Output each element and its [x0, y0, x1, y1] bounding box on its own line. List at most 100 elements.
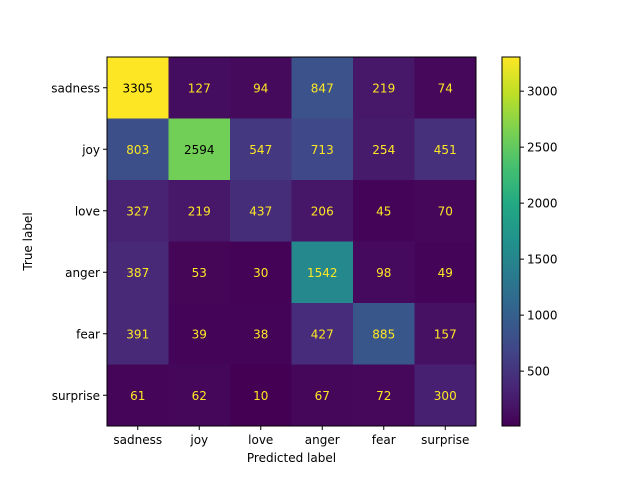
- cell-value-label: 300: [434, 389, 457, 403]
- cell-value-label: 3305: [122, 81, 153, 95]
- heatmap-cell: [353, 118, 415, 181]
- cell-value-label: 219: [188, 204, 211, 218]
- cell-value-label: 94: [253, 81, 268, 95]
- cell-value-label: 157: [434, 327, 457, 341]
- colorbar-tick-label: 1500: [527, 253, 558, 267]
- heatmap-cell: [414, 241, 477, 304]
- heatmap-cell: [107, 180, 169, 242]
- cell-value-label: 451: [434, 143, 457, 157]
- cell-value-label: 67: [315, 389, 330, 403]
- y-tick-label: anger: [65, 266, 100, 280]
- cell-value-label: 391: [126, 327, 149, 341]
- colorbar-tick-label: 3000: [527, 85, 558, 99]
- cell-value-label: 98: [376, 266, 391, 280]
- heatmap-cell: [107, 118, 169, 181]
- heatmap-cell: [107, 241, 169, 304]
- plot-frame: [106, 56, 477, 427]
- colorbar-tick-label: 1000: [527, 309, 558, 323]
- cell-value-label: 10: [253, 389, 268, 403]
- heatmap-cell: [353, 180, 415, 242]
- y-tick-label: joy: [81, 143, 100, 157]
- y-tick-label: fear: [76, 327, 100, 341]
- heatmap-cell: [353, 57, 415, 119]
- y-axis-label: True label: [21, 212, 35, 271]
- y-tick-label: surprise: [52, 389, 100, 403]
- cell-value-label: 327: [126, 204, 149, 218]
- heatmap-cell: [168, 118, 231, 181]
- x-axis-ticks: sadness joy love anger fear surprise: [113, 426, 469, 447]
- cell-value-label: 254: [372, 143, 395, 157]
- colorbar-tick-label: 500: [527, 365, 550, 379]
- heatmap-cell: [414, 364, 477, 427]
- heatmap-cell: [353, 364, 415, 427]
- heatmap-cell: [168, 241, 231, 304]
- cell-value-label: 39: [192, 327, 207, 341]
- heatmap-cell: [230, 303, 292, 365]
- cell-value-label: 713: [311, 143, 334, 157]
- cell-value-label: 30: [253, 266, 268, 280]
- cell-value-label: 885: [372, 327, 395, 341]
- heatmap-cell: [230, 364, 292, 427]
- heatmap-cell: [230, 57, 292, 119]
- heatmap-cell: [230, 118, 292, 181]
- heatmap-cell: [291, 180, 354, 242]
- cell-value-label: 62: [192, 389, 207, 403]
- heatmap-cell: [291, 241, 354, 304]
- colorbar-tick-label: 2500: [527, 141, 558, 155]
- cell-value-label: 219: [372, 81, 395, 95]
- heatmap-cell: [414, 57, 477, 119]
- heatmap-cell: [291, 57, 354, 119]
- colorbar: [502, 57, 520, 426]
- cell-value-label: 387: [126, 266, 149, 280]
- x-tick-label: surprise: [421, 433, 469, 447]
- x-tick-label: anger: [305, 433, 340, 447]
- x-tick-label: sadness: [113, 433, 162, 447]
- cell-value-label: 53: [192, 266, 207, 280]
- cell-value-label: 74: [438, 81, 453, 95]
- colorbar-tick-label: 2000: [527, 197, 558, 211]
- heatmap-cells: [107, 57, 477, 427]
- heatmap-cell: [168, 57, 231, 119]
- cell-value-label: 547: [249, 143, 272, 157]
- colorbar-ticks: 500 1000 1500 2000 2500 3000: [520, 85, 558, 379]
- cell-value-label: 49: [438, 266, 453, 280]
- heatmap-cell: [291, 118, 354, 181]
- cell-value-label: 72: [376, 389, 391, 403]
- cell-value-label: 2594: [184, 143, 215, 157]
- heatmap-cell: [107, 57, 169, 119]
- y-axis-ticks: sadness joy love anger fear surprise: [51, 81, 107, 403]
- cell-value-label: 1542: [307, 266, 338, 280]
- cell-value-label: 847: [311, 81, 334, 95]
- cell-value-label: 437: [249, 204, 272, 218]
- y-tick-label: sadness: [51, 81, 100, 95]
- cell-value-label: 38: [253, 327, 268, 341]
- heatmap-cell: [230, 180, 292, 242]
- colorbar-frame: [501, 56, 521, 427]
- x-tick-label: joy: [189, 433, 208, 447]
- cell-value-label: 70: [438, 204, 453, 218]
- heatmap-cell: [353, 241, 415, 304]
- heatmap-cell: [291, 364, 354, 427]
- heatmap-cell: [353, 303, 415, 365]
- heatmap-cell: [414, 303, 477, 365]
- y-tick-label: love: [75, 204, 100, 218]
- x-tick-label: love: [248, 433, 273, 447]
- heatmap-cell: [107, 364, 169, 427]
- cell-value-label: 427: [311, 327, 334, 341]
- cell-value-label: 61: [130, 389, 145, 403]
- x-tick-label: fear: [372, 433, 396, 447]
- cell-value-labels: 3305 127 94 847 219 74 803 2594 547 713 254 451 327 2…: [122, 81, 456, 403]
- cell-value-label: 127: [188, 81, 211, 95]
- heatmap-cell: [168, 180, 231, 242]
- cell-value-label: 803: [126, 143, 149, 157]
- cell-value-label: 45: [376, 204, 391, 218]
- heatmap-cell: [168, 364, 231, 427]
- heatmap-cell: [168, 303, 231, 365]
- x-axis-label: Predicted label: [247, 451, 336, 465]
- heatmap-cell: [230, 241, 292, 304]
- cell-value-label: 206: [311, 204, 334, 218]
- heatmap-cell: [291, 303, 354, 365]
- heatmap-cell: [414, 180, 477, 242]
- heatmap-cell: [414, 118, 477, 181]
